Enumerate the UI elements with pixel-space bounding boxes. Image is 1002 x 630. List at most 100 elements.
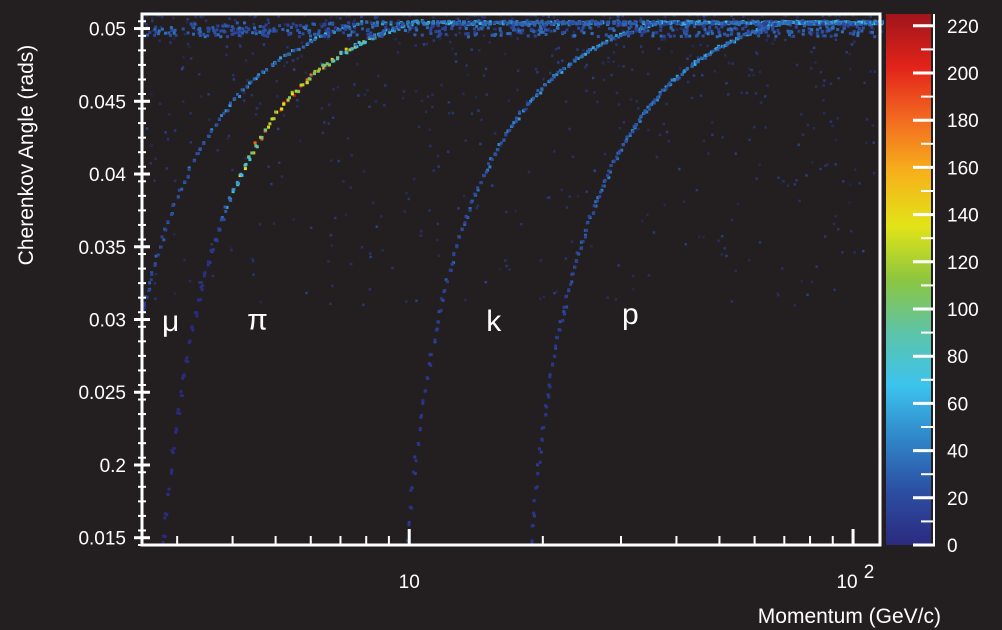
bin	[349, 262, 353, 266]
bin	[268, 27, 271, 30]
bin	[499, 31, 503, 35]
bin	[810, 280, 814, 284]
bin	[153, 262, 157, 266]
bin	[508, 32, 512, 35]
bin	[788, 23, 792, 27]
bin	[326, 27, 330, 31]
bin	[476, 20, 480, 24]
bin	[572, 58, 576, 62]
bin	[431, 93, 434, 97]
bin	[316, 69, 320, 73]
bin	[492, 21, 496, 25]
bin	[491, 184, 494, 187]
bin	[675, 77, 679, 81]
bin	[814, 61, 817, 64]
bin	[194, 15, 197, 18]
bin	[349, 33, 353, 37]
bin	[410, 486, 414, 490]
bin	[557, 20, 561, 24]
bin	[331, 21, 335, 25]
bin	[443, 289, 447, 292]
bin	[309, 74, 312, 78]
bin	[490, 33, 494, 37]
bin	[328, 63, 331, 67]
bin	[397, 19, 400, 22]
bin	[533, 34, 537, 38]
bin	[391, 26, 395, 30]
bin	[231, 190, 235, 194]
bin	[555, 335, 558, 339]
bin	[262, 43, 266, 46]
bin	[862, 19, 866, 23]
bin	[176, 411, 180, 415]
bin	[481, 25, 485, 29]
bin	[330, 159, 333, 162]
bin	[422, 43, 426, 46]
bin	[421, 399, 425, 403]
bin	[629, 98, 633, 101]
bin	[508, 19, 512, 23]
bin	[481, 21, 485, 25]
bin	[617, 15, 620, 18]
bin	[645, 24, 649, 28]
bin	[581, 26, 585, 30]
bin	[408, 505, 412, 509]
bin	[759, 30, 763, 34]
bin	[872, 27, 876, 30]
bin	[554, 47, 558, 51]
bin	[574, 56, 578, 60]
bin	[277, 161, 281, 164]
bin	[641, 219, 644, 223]
bin	[387, 28, 391, 32]
bin	[375, 225, 379, 228]
colorbar-tick-label: 140	[947, 206, 979, 227]
bin	[160, 16, 164, 19]
bin	[556, 18, 559, 22]
bin	[213, 30, 217, 34]
bin	[480, 118, 483, 122]
bin	[555, 73, 559, 77]
bin	[425, 376, 429, 380]
x-axis-label: Momentum (GeV/c)	[758, 605, 941, 628]
bin	[460, 228, 464, 232]
bin	[477, 14, 481, 17]
bin	[729, 21, 733, 25]
bin	[783, 21, 787, 25]
bin	[671, 28, 675, 32]
bin	[648, 103, 652, 107]
bin	[499, 33, 503, 37]
bin	[292, 218, 295, 221]
bin	[723, 44, 727, 48]
bin	[469, 20, 472, 23]
bin	[298, 23, 302, 27]
bin	[764, 21, 768, 25]
bin	[630, 22, 633, 26]
bin	[239, 35, 243, 38]
colorbar-tick-label: 60	[947, 394, 968, 415]
bin	[663, 22, 667, 26]
bin	[622, 20, 626, 24]
bin	[616, 157, 620, 161]
bin	[435, 22, 439, 26]
bin	[789, 20, 793, 24]
particle-label: k	[486, 305, 502, 338]
bin	[174, 33, 178, 37]
bin	[353, 83, 356, 86]
bin	[810, 50, 813, 54]
bin	[611, 27, 615, 31]
bin	[276, 95, 279, 98]
bin	[470, 112, 474, 115]
bin	[591, 46, 595, 50]
bin	[515, 20, 519, 23]
bin	[509, 20, 513, 24]
bin	[499, 141, 503, 145]
bin	[846, 21, 850, 25]
bin	[868, 30, 872, 34]
bin	[712, 21, 716, 25]
bin	[488, 41, 491, 44]
bin	[802, 29, 805, 33]
bin	[172, 37, 175, 40]
bin	[727, 27, 731, 31]
colorbar-tick-label: 120	[947, 253, 979, 274]
bin	[405, 191, 408, 195]
